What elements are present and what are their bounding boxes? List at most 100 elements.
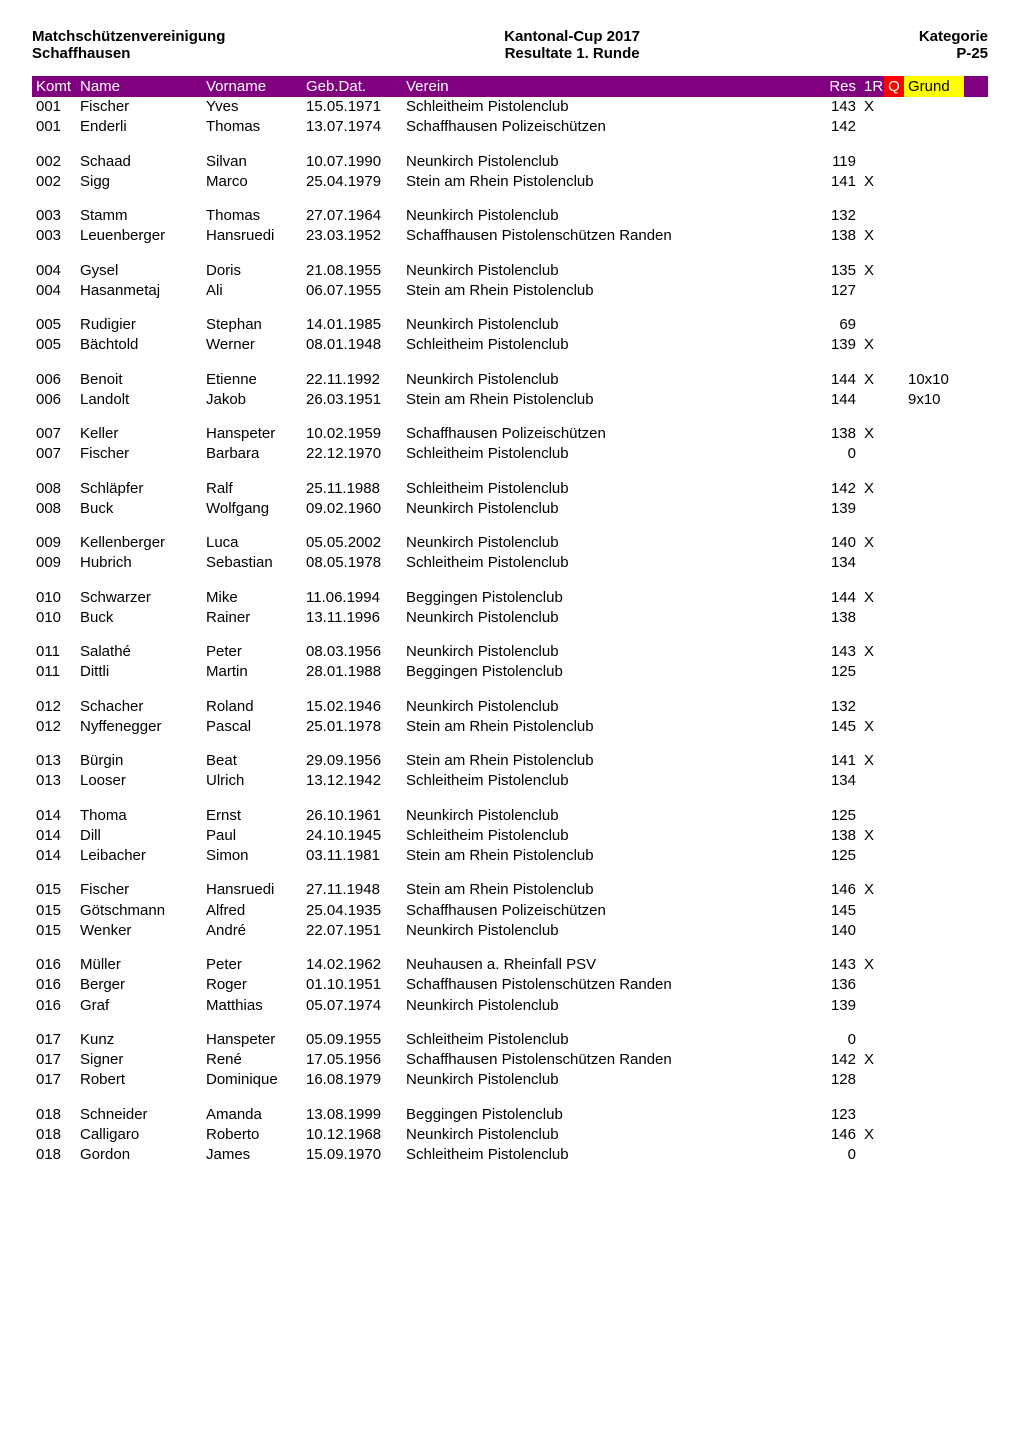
cell-res: 132	[812, 206, 860, 226]
cell-q	[884, 1105, 904, 1125]
cell-vorname: Wolfgang	[202, 499, 302, 519]
cell-q	[884, 608, 904, 628]
cell-komt: 013	[32, 751, 76, 771]
cell-q	[884, 662, 904, 682]
cell-res: 128	[812, 1070, 860, 1090]
cell-gebdat: 28.01.1988	[302, 662, 402, 682]
cell-name: Enderli	[76, 117, 202, 137]
table-row: 005BächtoldWerner08.01.1948Schleitheim P…	[32, 335, 988, 355]
table-row: 012NyffeneggerPascal25.01.1978Stein am R…	[32, 717, 988, 737]
cell-name: Hasanmetaj	[76, 281, 202, 301]
cell-verein: Neunkirch Pistolenclub	[402, 806, 812, 826]
cell-1r: X	[860, 717, 884, 737]
cell-komt: 011	[32, 642, 76, 662]
cell-1r: X	[860, 826, 884, 846]
cell-q	[884, 1050, 904, 1070]
cell-name: Hubrich	[76, 553, 202, 573]
cell-name: Fischer	[76, 444, 202, 464]
col-gebdat: Geb.Dat.	[302, 76, 402, 97]
cell-q	[884, 642, 904, 662]
cell-verein: Schaffhausen Pistolenschützen Randen	[402, 226, 812, 246]
cell-1r	[860, 206, 884, 226]
cell-1r: X	[860, 335, 884, 355]
cell-res: 142	[812, 117, 860, 137]
cell-gebdat: 05.07.1974	[302, 996, 402, 1016]
cell-grund	[904, 826, 964, 846]
cell-verein: Schaffhausen Pistolenschützen Randen	[402, 975, 812, 995]
header-right: Kategorie P-25	[919, 28, 988, 62]
table-row: 015GötschmannAlfred25.04.1935Schaffhause…	[32, 901, 988, 921]
cell-vorname: James	[202, 1145, 302, 1165]
cell-res: 138	[812, 608, 860, 628]
cell-gebdat: 06.07.1955	[302, 281, 402, 301]
table-row: 018SchneiderAmanda13.08.1999Beggingen Pi…	[32, 1105, 988, 1125]
result-group: 013BürginBeat29.09.1956Stein am Rhein Pi…	[32, 751, 988, 792]
cell-res: 141	[812, 172, 860, 192]
cell-gebdat: 25.04.1935	[302, 901, 402, 921]
cell-grund	[904, 172, 964, 192]
result-group: 016MüllerPeter14.02.1962Neuhausen a. Rhe…	[32, 955, 988, 1016]
cell-q	[884, 955, 904, 975]
event-subtitle: Resultate 1. Runde	[504, 45, 640, 62]
cell-res: 143	[812, 97, 860, 117]
cell-komt: 016	[32, 975, 76, 995]
cell-grund	[904, 662, 964, 682]
page-header: Matchschützenvereinigung Schaffhausen Ka…	[32, 28, 988, 62]
cell-1r	[860, 315, 884, 335]
cell-name: Dill	[76, 826, 202, 846]
table-row: 016GrafMatthias05.07.1974Neunkirch Pisto…	[32, 996, 988, 1016]
cell-vorname: Dominique	[202, 1070, 302, 1090]
cell-komt: 002	[32, 152, 76, 172]
cell-komt: 018	[32, 1145, 76, 1165]
cell-res: 135	[812, 261, 860, 281]
cell-verein: Schleitheim Pistolenclub	[402, 97, 812, 117]
result-group: 012SchacherRoland15.02.1946Neunkirch Pis…	[32, 697, 988, 738]
cell-res: 139	[812, 996, 860, 1016]
cell-gebdat: 08.05.1978	[302, 553, 402, 573]
cell-res: 145	[812, 717, 860, 737]
table-row: 001EnderliThomas13.07.1974Schaffhausen P…	[32, 117, 988, 137]
table-row: 011DittliMartin28.01.1988Beggingen Pisto…	[32, 662, 988, 682]
table-row: 004GyselDoris21.08.1955Neunkirch Pistole…	[32, 261, 988, 281]
cell-1r	[860, 975, 884, 995]
cell-q	[884, 846, 904, 866]
table-row: 007KellerHanspeter10.02.1959Schaffhausen…	[32, 424, 988, 444]
cell-name: Kellenberger	[76, 533, 202, 553]
cell-q	[884, 588, 904, 608]
cell-verein: Beggingen Pistolenclub	[402, 662, 812, 682]
cell-q	[884, 553, 904, 573]
cell-name: Looser	[76, 771, 202, 791]
cell-gebdat: 15.09.1970	[302, 1145, 402, 1165]
cell-verein: Neunkirch Pistolenclub	[402, 642, 812, 662]
table-row: 005RudigierStephan14.01.1985Neunkirch Pi…	[32, 315, 988, 335]
cell-1r: X	[860, 261, 884, 281]
cell-name: Kunz	[76, 1030, 202, 1050]
cell-1r: X	[860, 533, 884, 553]
cell-gebdat: 03.11.1981	[302, 846, 402, 866]
cell-gebdat: 11.06.1994	[302, 588, 402, 608]
cell-1r	[860, 608, 884, 628]
cell-q	[884, 499, 904, 519]
table-row: 014ThomaErnst26.10.1961Neunkirch Pistole…	[32, 806, 988, 826]
result-group: 006BenoitEtienne22.11.1992Neunkirch Pist…	[32, 370, 988, 411]
cell-verein: Neunkirch Pistolenclub	[402, 206, 812, 226]
cell-1r	[860, 921, 884, 941]
table-body: 001FischerYves15.05.1971Schleitheim Pist…	[32, 97, 988, 1165]
cell-verein: Neunkirch Pistolenclub	[402, 921, 812, 941]
result-group: 010SchwarzerMike11.06.1994Beggingen Pist…	[32, 588, 988, 629]
table-row: 010BuckRainer13.11.1996Neunkirch Pistole…	[32, 608, 988, 628]
cell-grund	[904, 281, 964, 301]
table-row: 017RobertDominique16.08.1979Neunkirch Pi…	[32, 1070, 988, 1090]
cell-name: Salathé	[76, 642, 202, 662]
cell-q	[884, 390, 904, 410]
table-row: 013LooserUlrich13.12.1942Schleitheim Pis…	[32, 771, 988, 791]
cell-name: Bächtold	[76, 335, 202, 355]
table-row: 009KellenbergerLuca05.05.2002Neunkirch P…	[32, 533, 988, 553]
cell-verein: Stein am Rhein Pistolenclub	[402, 717, 812, 737]
cell-name: Schaad	[76, 152, 202, 172]
cell-verein: Beggingen Pistolenclub	[402, 1105, 812, 1125]
table-row: 012SchacherRoland15.02.1946Neunkirch Pis…	[32, 697, 988, 717]
cell-grund	[904, 955, 964, 975]
cell-name: Fischer	[76, 97, 202, 117]
cell-q	[884, 97, 904, 117]
